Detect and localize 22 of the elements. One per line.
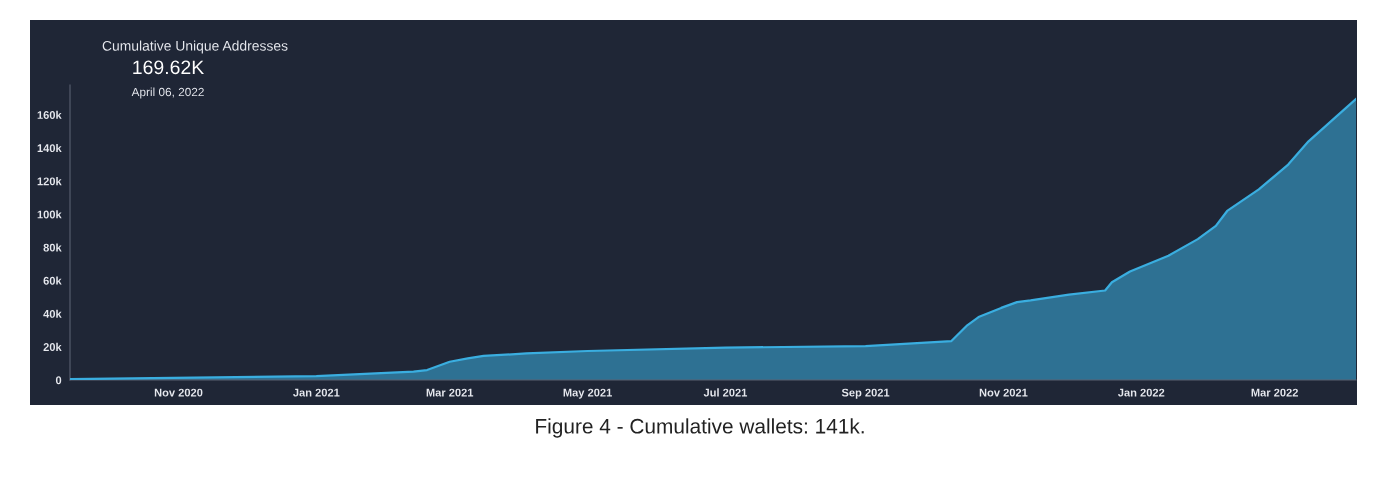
x-tick-label: Jan 2022 [1117, 388, 1165, 397]
chart-subtitle: 169.62K [133, 60, 205, 75]
y-tick-label: 60k [43, 276, 62, 285]
y-tick-label: 0 [55, 376, 62, 385]
y-tick-label: 120k [37, 177, 62, 186]
annotation: April 06, 2022 [131, 87, 204, 99]
x-tick-label: Jan 2021 [293, 388, 340, 397]
y-tick-label: 160k [37, 110, 62, 119]
x-tick-label: Mar 2021 [426, 388, 474, 397]
x-tick-label: Nov 2020 [154, 388, 203, 397]
y-tick-label: 140k [37, 143, 62, 153]
x-tick-label: Jul 2021 [703, 388, 748, 397]
x-tick-label: May 2021 [563, 388, 612, 399]
x-tick-label: Nov 2021 [979, 388, 1028, 397]
y-tick-label: 100k [37, 210, 62, 219]
caption: Figure 4 - Cumulative wallets: 141k. [536, 418, 864, 438]
y-tick-label: 20k [43, 342, 62, 351]
chart-title: Cumulative Unique Addresses [102, 40, 288, 54]
x-tick-label: Sep 2021 [841, 388, 890, 399]
x-tick-label: Mar 2022 [1251, 388, 1298, 397]
y-tick-label: 80k [43, 243, 62, 252]
y-tick-label: 40k [43, 309, 62, 318]
